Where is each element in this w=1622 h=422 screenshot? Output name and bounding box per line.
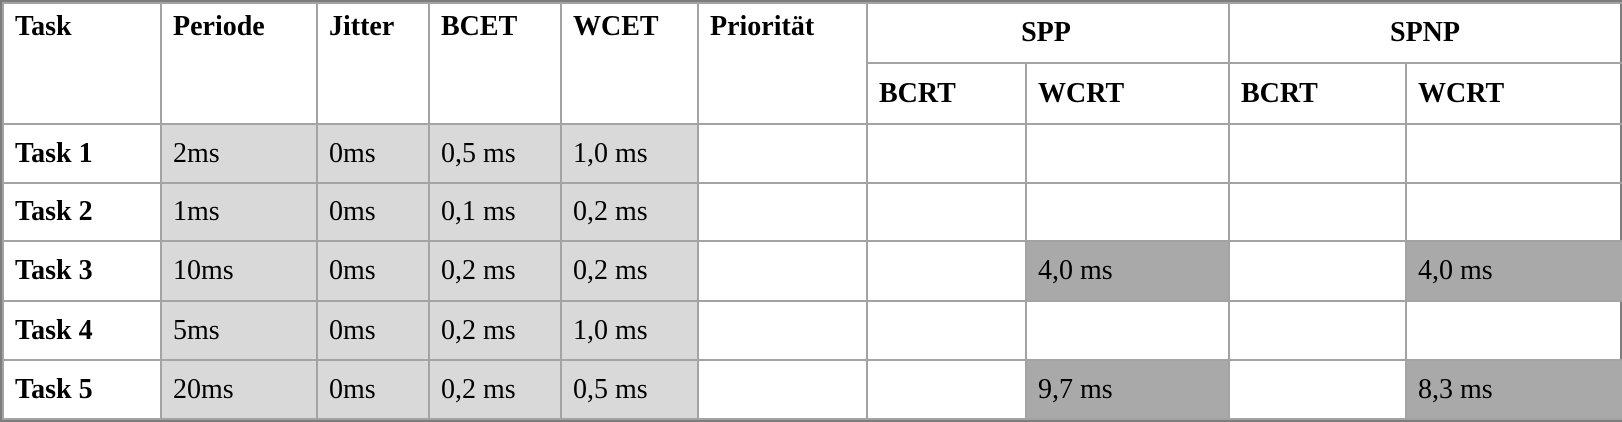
cell-jitter: 0ms (316, 359, 430, 420)
cell-periode: 5ms (160, 300, 318, 361)
cell-wcet: 1,0 ms (560, 123, 699, 184)
table-row-task-3: Task 3 10ms 0ms 0,2 ms 0,2 ms 4,0 ms 4,0… (2, 240, 1622, 302)
cell-task: Task 1 (2, 123, 162, 184)
cell-wcet: 0,2 ms (560, 182, 699, 242)
cell-spp-wcrt (1025, 123, 1230, 184)
cell-wcet: 1,0 ms (560, 300, 699, 361)
cell-spnp-wcrt: 4,0 ms (1405, 240, 1622, 302)
cell-jitter: 0ms (316, 182, 430, 242)
header-spp-group: SPP (866, 2, 1230, 64)
cell-jitter: 0ms (316, 123, 430, 184)
cell-spnp-wcrt: 8,3 ms (1405, 359, 1622, 420)
cell-bcet: 0,2 ms (428, 240, 562, 302)
table-row-task-4: Task 4 5ms 0ms 0,2 ms 1,0 ms (2, 300, 1622, 361)
cell-bcet: 0,5 ms (428, 123, 562, 184)
cell-periode: 10ms (160, 240, 318, 302)
cell-bcet: 0,1 ms (428, 182, 562, 242)
header-wcet: WCET (560, 2, 699, 125)
header-spp-wcrt: WCRT (1025, 62, 1230, 125)
cell-spp-wcrt: 4,0 ms (1025, 240, 1230, 302)
table-row-task-1: Task 1 2ms 0ms 0,5 ms 1,0 ms (2, 123, 1622, 184)
cell-prioritaet (697, 240, 868, 302)
cell-periode: 1ms (160, 182, 318, 242)
cell-bcet: 0,2 ms (428, 300, 562, 361)
header-jitter: Jitter (316, 2, 430, 125)
cell-prioritaet (697, 359, 868, 420)
header-task: Task (2, 2, 162, 125)
cell-wcet: 0,5 ms (560, 359, 699, 420)
cell-jitter: 0ms (316, 240, 430, 302)
header-spnp-wcrt: WCRT (1405, 62, 1622, 125)
cell-spnp-wcrt (1405, 182, 1622, 242)
cell-spp-bcrt (866, 359, 1027, 420)
cell-jitter: 0ms (316, 300, 430, 361)
cell-spp-bcrt (866, 182, 1027, 242)
table-header: Task Periode Jitter BCET WCET Priorität … (2, 2, 1622, 125)
header-prioritaet: Priorität (697, 2, 868, 125)
cell-wcet: 0,2 ms (560, 240, 699, 302)
cell-spnp-wcrt (1405, 123, 1622, 184)
table-row-task-5: Task 5 20ms 0ms 0,2 ms 0,5 ms 9,7 ms 8,3… (2, 359, 1622, 420)
cell-spnp-wcrt (1405, 300, 1622, 361)
header-bcet: BCET (428, 2, 562, 125)
cell-bcet: 0,2 ms (428, 359, 562, 420)
cell-spp-bcrt (866, 300, 1027, 361)
cell-spp-bcrt (866, 240, 1027, 302)
table-body: Task 1 2ms 0ms 0,5 ms 1,0 ms Task 2 1ms … (2, 123, 1622, 420)
cell-periode: 2ms (160, 123, 318, 184)
cell-spp-bcrt (866, 123, 1027, 184)
cell-periode: 20ms (160, 359, 318, 420)
cell-prioritaet (697, 123, 868, 184)
cell-spnp-bcrt (1228, 123, 1407, 184)
cell-spnp-bcrt (1228, 240, 1407, 302)
cell-task: Task 5 (2, 359, 162, 420)
header-row-groups: Task Periode Jitter BCET WCET Priorität … (2, 2, 1622, 125)
cell-spnp-bcrt (1228, 359, 1407, 420)
header-spnp-bcrt: BCRT (1228, 62, 1407, 125)
cell-task: Task 4 (2, 300, 162, 361)
header-row-sub: BCRT WCRT BCRT WCRT (3, 62, 1622, 125)
header-spnp-group: SPNP (1228, 2, 1622, 64)
cell-task: Task 3 (2, 240, 162, 302)
cell-spnp-bcrt (1228, 182, 1407, 242)
header-spp-bcrt: BCRT (866, 62, 1027, 125)
header-periode: Periode (160, 2, 318, 125)
cell-spp-wcrt (1025, 300, 1230, 361)
cell-prioritaet (697, 300, 868, 361)
cell-prioritaet (697, 182, 868, 242)
table-row-task-2: Task 2 1ms 0ms 0,1 ms 0,2 ms (2, 182, 1622, 242)
cell-spnp-bcrt (1228, 300, 1407, 361)
cell-spp-wcrt: 9,7 ms (1025, 359, 1230, 420)
cell-spp-wcrt (1025, 182, 1230, 242)
cell-task: Task 2 (2, 182, 162, 242)
